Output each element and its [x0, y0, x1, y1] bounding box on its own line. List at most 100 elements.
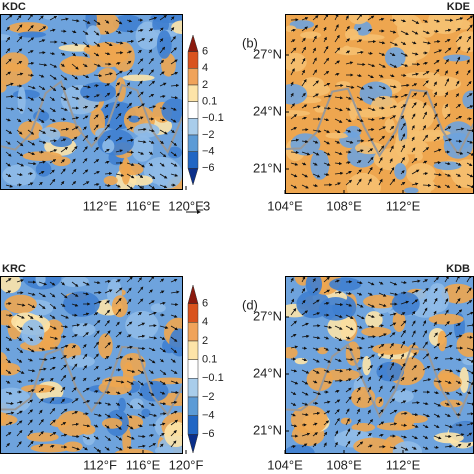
- anomaly-patch: [0, 62, 33, 86]
- wind-arrow: [137, 322, 146, 327]
- anomaly-patch: [85, 25, 101, 46]
- wind-arrow: [38, 181, 43, 186]
- wind-arrow: [444, 70, 448, 76]
- wind-arrow: [71, 387, 77, 393]
- wind-arrow: [455, 80, 460, 87]
- wind-arrow: [367, 314, 375, 318]
- anomaly-patch: [317, 347, 328, 355]
- wind-arrow: [378, 303, 387, 307]
- wind-arrow: [49, 431, 57, 437]
- wind-arrow: [170, 325, 179, 331]
- wind-arrow: [323, 410, 331, 415]
- anomaly-patch: [103, 175, 118, 186]
- wind-arrow: [422, 71, 430, 76]
- wind-arrow: [27, 151, 36, 156]
- wind-arrow: [378, 374, 383, 382]
- wind-arrow: [159, 71, 165, 76]
- colorbar-label: 0.1: [202, 96, 217, 108]
- wind-arrow: [378, 353, 384, 360]
- wind-arrow: [389, 178, 396, 186]
- wind-arrow: [71, 281, 79, 287]
- wind-arrow: [389, 292, 399, 296]
- wind-arrow: [312, 140, 319, 144]
- anomaly-patch: [350, 34, 385, 41]
- colorbar-label: 0.1: [202, 354, 217, 366]
- wind-arrow: [93, 146, 99, 153]
- wind-arrow: [126, 60, 132, 65]
- wind-arrow: [16, 420, 23, 426]
- wind-arrow: [455, 380, 462, 384]
- wind-arrow: [27, 389, 35, 393]
- wind-arrow: [290, 402, 297, 406]
- wind-arrow: [71, 434, 80, 439]
- wind-arrow: [345, 314, 354, 319]
- wind-arrow: [444, 391, 450, 395]
- colorbar-label: 4: [202, 62, 208, 74]
- wind-arrow: [126, 69, 133, 76]
- wind-arrow: [400, 181, 406, 186]
- wind-arrow: [38, 303, 46, 310]
- wind-arrow: [389, 41, 398, 46]
- wind-arrow: [38, 63, 48, 67]
- wind-arrow: [148, 300, 155, 305]
- wind-arrow: [60, 325, 69, 329]
- wind-arrow: [378, 409, 384, 415]
- wind-arrow: [455, 116, 463, 120]
- wind-arrow: [104, 413, 111, 418]
- wind-arrow: [345, 357, 354, 362]
- wind-arrow: [323, 420, 330, 426]
- wind-arrow: [334, 14, 339, 21]
- wind-arrow: [71, 136, 78, 142]
- wind-arrow: [27, 107, 33, 112]
- wind-arrow: [170, 47, 177, 54]
- wind-arrow: [49, 407, 56, 415]
- wind-arrow: [334, 358, 342, 362]
- wind-arrow: [181, 184, 183, 186]
- wind-arrow: [82, 343, 87, 349]
- wind-arrow: [444, 28, 452, 32]
- wind-arrow: [27, 85, 36, 90]
- wind-arrow: [301, 402, 309, 406]
- wind-arrow: [400, 388, 406, 393]
- wind-arrow: [49, 169, 55, 175]
- wind-arrow: [93, 171, 100, 175]
- wind-arrow: [38, 336, 44, 340]
- wind-arrow: [16, 129, 23, 135]
- wind-arrow: [16, 369, 25, 374]
- wind-arrow: [466, 93, 473, 98]
- wind-arrow: [389, 135, 395, 142]
- wind-arrow: [93, 341, 100, 349]
- wind-arrow: [126, 126, 134, 131]
- wind-arrow: [27, 358, 33, 362]
- wind-arrow: [389, 85, 397, 89]
- wind-arrow: [444, 103, 449, 109]
- colorbar-label: −6: [202, 428, 215, 440]
- wind-arrow: [5, 391, 13, 395]
- wind-arrow: [5, 302, 12, 306]
- wind-arrow: [301, 380, 309, 385]
- wind-arrow: [378, 96, 386, 100]
- wind-arrow: [455, 358, 462, 362]
- wind-arrow: [367, 96, 376, 101]
- wind-arrow: [5, 36, 11, 43]
- anomaly-patch: [50, 419, 70, 428]
- wind-arrow: [323, 129, 330, 133]
- wind-arrow: [82, 126, 87, 131]
- wind-arrow: [148, 369, 154, 374]
- wind-arrow: [104, 83, 111, 87]
- wind-arrow: [126, 19, 133, 23]
- wind-arrow: [345, 96, 352, 100]
- wind-arrow: [290, 380, 299, 385]
- wind-arrow: [38, 26, 47, 32]
- wind-arrow: [455, 28, 461, 32]
- wind-arrow: [5, 358, 11, 364]
- wind-arrow: [323, 36, 327, 43]
- wind-arrow: [38, 129, 47, 134]
- wind-arrow: [356, 160, 362, 164]
- wind-arrow: [444, 344, 453, 349]
- wind-arrow: [137, 391, 143, 397]
- wind-arrow: [93, 330, 100, 338]
- colorbar-label: 6: [202, 46, 208, 58]
- wind-arrow: [16, 118, 22, 123]
- wind-arrow: [290, 445, 296, 449]
